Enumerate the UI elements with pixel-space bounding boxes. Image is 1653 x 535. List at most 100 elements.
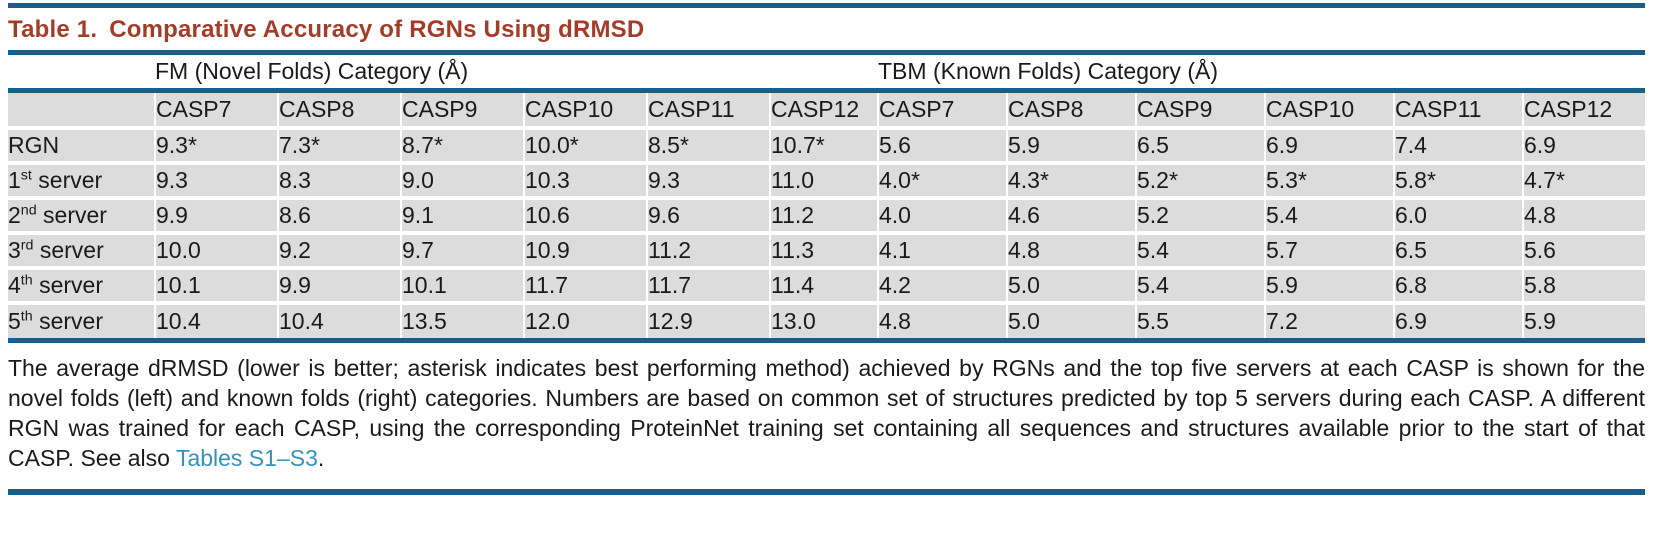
row-label: 1st server bbox=[8, 163, 155, 200]
value-cell: 5.7 bbox=[1264, 233, 1394, 270]
title-rule bbox=[8, 50, 1645, 55]
column-header: CASP11 bbox=[646, 90, 770, 130]
row-label: 2nd server bbox=[8, 198, 155, 235]
value-cell: 11.7 bbox=[646, 268, 770, 305]
value-cell: 12.0 bbox=[523, 303, 647, 338]
ordinal-suffix: th bbox=[20, 308, 33, 325]
table-number: Table 1. bbox=[8, 16, 98, 43]
paper-table-figure: Table 1. Comparative Accuracy of RGNs Usi… bbox=[0, 3, 1653, 535]
column-header-row: CASP7 CASP8 CASP9 CASP10 CASP11 CASP12 CASP7 CA… bbox=[8, 90, 1646, 130]
value-cell: 5.2* bbox=[1135, 163, 1265, 200]
value-cell: 10.4 bbox=[277, 303, 401, 338]
value-cell: 4.1 bbox=[877, 233, 1007, 270]
caption-period: . bbox=[317, 445, 325, 471]
value-cell: 11.2 bbox=[646, 233, 770, 270]
value-cell: 5.9 bbox=[1006, 128, 1136, 165]
value-cell: 5.4 bbox=[1264, 198, 1394, 235]
column-header: CASP10 bbox=[523, 90, 647, 130]
value-cell: 6.9 bbox=[1264, 128, 1394, 165]
column-header: CASP12 bbox=[1521, 90, 1646, 130]
value-cell: 5.4 bbox=[1135, 268, 1265, 305]
value-cell: 9.9 bbox=[154, 198, 278, 235]
value-cell: 7.4 bbox=[1393, 128, 1523, 165]
tables-s1-s3-link[interactable]: Tables S1–S3 bbox=[175, 445, 318, 471]
group-header-fm: FM (Novel Folds) Category (Å) bbox=[155, 55, 878, 93]
value-cell: 11.7 bbox=[523, 268, 647, 305]
value-cell: 5.6 bbox=[877, 128, 1007, 165]
value-cell: 6.9 bbox=[1393, 303, 1523, 338]
value-cell: 4.0* bbox=[877, 163, 1007, 200]
value-cell: 7.2 bbox=[1264, 303, 1394, 338]
column-header: CASP8 bbox=[1006, 90, 1136, 130]
value-cell: 10.0* bbox=[523, 128, 647, 165]
value-cell: 8.5* bbox=[646, 128, 770, 165]
value-cell: 5.3* bbox=[1264, 163, 1394, 200]
value-cell: 13.0 bbox=[769, 303, 878, 338]
ordinal-suffix: st bbox=[20, 167, 32, 184]
value-cell: 5.0 bbox=[1006, 268, 1136, 305]
table-row: 2nd server 9.9 8.6 9.1 10.6 9.6 11.2 4.0 4.6 5.2 5… bbox=[8, 198, 1646, 235]
ordinal-suffix: rd bbox=[20, 237, 34, 254]
value-cell: 4.2 bbox=[877, 268, 1007, 305]
value-cell: 12.9 bbox=[646, 303, 770, 338]
value-cell: 10.3 bbox=[523, 163, 647, 200]
corner-cell bbox=[8, 55, 155, 93]
table-title: Table 1. Comparative Accuracy of RGNs Usi… bbox=[8, 15, 1645, 45]
value-cell: 5.9 bbox=[1264, 268, 1394, 305]
row-label: 3rd server bbox=[8, 233, 155, 270]
value-cell: 10.9 bbox=[523, 233, 647, 270]
value-cell: 10.7* bbox=[769, 128, 878, 165]
table-row: 3rd server 10.0 9.2 9.7 10.9 11.2 11.3 4.1 4.8 5.… bbox=[8, 233, 1646, 270]
column-header: CASP11 bbox=[1393, 90, 1523, 130]
value-cell: 4.8 bbox=[877, 303, 1007, 338]
value-cell: 9.9 bbox=[277, 268, 401, 305]
value-cell: 11.0 bbox=[769, 163, 878, 200]
value-cell: 4.8 bbox=[1521, 198, 1646, 235]
ordinal-suffix: nd bbox=[20, 202, 37, 219]
column-header: CASP10 bbox=[1264, 90, 1394, 130]
bottom-rule bbox=[8, 489, 1645, 495]
value-cell: 4.0 bbox=[877, 198, 1007, 235]
column-header: CASP12 bbox=[769, 90, 878, 130]
table-row: RGN 9.3* 7.3* 8.7* 10.0* 8.5* 10.7* 5.6 5.9 6.5 6.… bbox=[8, 128, 1646, 165]
value-cell: 7.3* bbox=[277, 128, 401, 165]
value-cell: 9.1 bbox=[400, 198, 524, 235]
table-row: 5th server 10.4 10.4 13.5 12.0 12.9 13.0 4.8 5.0… bbox=[8, 303, 1646, 338]
table-body: RGN 9.3* 7.3* 8.7* 10.0* 8.5* 10.7* 5.6 5.9 6.5 6.… bbox=[8, 128, 1646, 338]
group-header-tbm: TBM (Known Folds) Category (Å) bbox=[878, 55, 1646, 93]
results-table: FM (Novel Folds) Category (Å) TBM (Known… bbox=[8, 55, 1646, 338]
value-cell: 5.2 bbox=[1135, 198, 1265, 235]
value-cell: 10.6 bbox=[523, 198, 647, 235]
value-cell: 4.7* bbox=[1521, 163, 1646, 200]
value-cell: 4.6 bbox=[1006, 198, 1136, 235]
row-label-header bbox=[8, 90, 155, 130]
ordinal-suffix: th bbox=[20, 272, 33, 289]
value-cell: 8.7* bbox=[400, 128, 524, 165]
table-row: 1st server 9.3 8.3 9.0 10.3 9.3 11.0 4.0* 4.3* 5.… bbox=[8, 163, 1646, 200]
column-header: CASP9 bbox=[1135, 90, 1265, 130]
value-cell: 5.0 bbox=[1006, 303, 1136, 338]
caption-text: The average dRMSD (lower is better; aste… bbox=[8, 355, 1645, 471]
value-cell: 11.3 bbox=[769, 233, 878, 270]
value-cell: 13.5 bbox=[400, 303, 524, 338]
row-label: 4th server bbox=[8, 268, 155, 305]
value-cell: 6.8 bbox=[1393, 268, 1523, 305]
group-header-row: FM (Novel Folds) Category (Å) TBM (Known… bbox=[8, 55, 1646, 93]
value-cell: 10.1 bbox=[400, 268, 524, 305]
value-cell: 5.8 bbox=[1521, 268, 1646, 305]
value-cell: 9.2 bbox=[277, 233, 401, 270]
value-cell: 6.9 bbox=[1521, 128, 1646, 165]
value-cell: 5.6 bbox=[1521, 233, 1646, 270]
table-row: 4th server 10.1 9.9 10.1 11.7 11.7 11.4 4.2 5.0 5… bbox=[8, 268, 1646, 305]
value-cell: 9.6 bbox=[646, 198, 770, 235]
value-cell: 4.3* bbox=[1006, 163, 1136, 200]
value-cell: 9.7 bbox=[400, 233, 524, 270]
column-header: CASP9 bbox=[400, 90, 524, 130]
table-caption: The average dRMSD (lower is better; aste… bbox=[8, 353, 1645, 473]
value-cell: 8.6 bbox=[277, 198, 401, 235]
value-cell: 9.0 bbox=[400, 163, 524, 200]
value-cell: 11.4 bbox=[769, 268, 878, 305]
value-cell: 8.3 bbox=[277, 163, 401, 200]
table-bottom-rule bbox=[8, 338, 1645, 343]
value-cell: 9.3 bbox=[154, 163, 278, 200]
